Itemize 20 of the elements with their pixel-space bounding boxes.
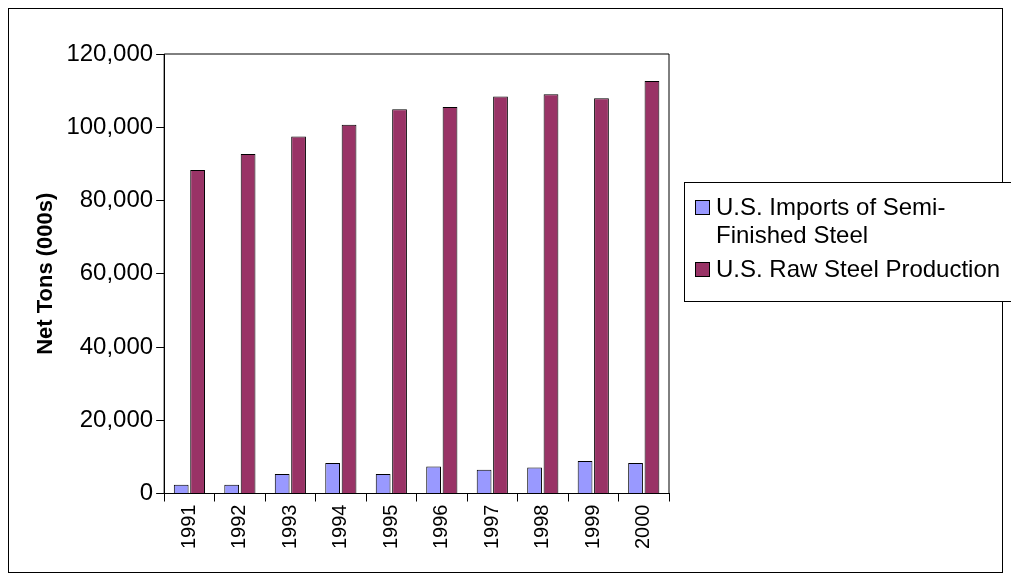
- y-tick-label: 0: [139, 478, 154, 506]
- x-tick-label: 1999: [580, 504, 603, 550]
- y-tick-label: 80,000: [79, 185, 154, 213]
- legend-label: U.S. Imports of Semi-Finished Steel: [716, 193, 947, 249]
- x-tick-label: 1994: [328, 504, 351, 550]
- y-axis-title: Net Tons (000s): [32, 192, 58, 355]
- y-tick-label: 40,000: [79, 331, 154, 359]
- y-tick-label: 60,000: [79, 258, 154, 286]
- x-tick-label: 1996: [429, 504, 452, 550]
- x-tick-label: 1995: [378, 504, 401, 550]
- y-tick-label: 20,000: [79, 404, 154, 432]
- x-tick-label: 1992: [227, 504, 250, 550]
- x-tick-label: 1993: [277, 504, 300, 550]
- x-tick-label: 2000: [631, 504, 654, 550]
- x-tick-label: 1991: [176, 504, 199, 550]
- x-tick-label: 1998: [530, 504, 553, 550]
- y-tick-label: 100,000: [66, 111, 154, 139]
- x-tick-label: 1997: [479, 504, 502, 550]
- y-tick-label: 120,000: [66, 38, 154, 66]
- legend-label: U.S. Raw Steel Production: [716, 255, 1001, 283]
